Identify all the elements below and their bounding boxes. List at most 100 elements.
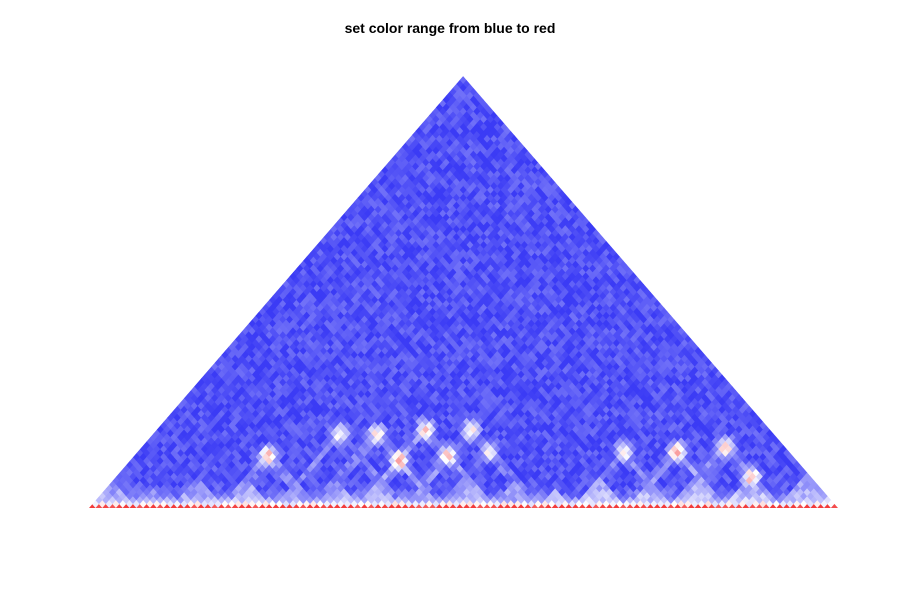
heatmap-cell bbox=[381, 213, 389, 222]
heatmap-cell bbox=[337, 397, 345, 407]
heatmap-cell bbox=[292, 370, 301, 379]
heatmap-cell bbox=[306, 354, 315, 364]
heatmap-cell bbox=[391, 240, 400, 250]
heatmap-cell bbox=[286, 275, 294, 285]
heatmap-cell bbox=[473, 130, 481, 140]
heatmap-cell bbox=[350, 366, 359, 375]
heatmap-cell bbox=[296, 287, 304, 297]
heatmap-cell bbox=[252, 346, 260, 356]
heatmap-cell bbox=[493, 209, 502, 218]
heatmap-cell bbox=[510, 260, 519, 269]
heatmap-cell bbox=[429, 275, 437, 285]
heatmap-cell bbox=[333, 370, 342, 379]
heatmap-cell bbox=[473, 185, 481, 195]
heatmap-cell bbox=[343, 217, 352, 226]
heatmap-cell bbox=[286, 425, 294, 434]
heatmap-cell bbox=[439, 114, 447, 124]
heatmap-cell bbox=[296, 491, 304, 501]
heatmap-cell bbox=[524, 205, 532, 214]
heatmap-cell bbox=[395, 268, 403, 277]
heatmap-cell bbox=[432, 169, 441, 179]
heatmap-cell bbox=[340, 401, 349, 411]
heatmap-cell bbox=[299, 370, 308, 379]
heatmap-cell bbox=[398, 319, 406, 328]
heatmap-cell bbox=[296, 381, 304, 391]
heatmap-cell bbox=[391, 366, 400, 375]
heatmap-cell bbox=[289, 413, 298, 422]
heatmap-cell bbox=[446, 217, 454, 226]
heatmap-cell bbox=[330, 366, 338, 375]
heatmap-cell bbox=[299, 291, 308, 301]
heatmap-cell bbox=[303, 421, 311, 430]
heatmap-cell bbox=[476, 95, 485, 104]
heatmap-cell bbox=[439, 154, 447, 163]
heatmap-cell bbox=[486, 193, 495, 203]
heatmap-cell bbox=[340, 346, 349, 356]
heatmap-cell bbox=[435, 315, 444, 324]
heatmap-cell bbox=[395, 299, 403, 309]
heatmap-cell bbox=[333, 236, 342, 246]
heatmap-cell bbox=[395, 244, 403, 254]
heatmap-cell bbox=[429, 236, 437, 246]
heatmap-cell bbox=[483, 268, 492, 277]
heatmap-cell bbox=[514, 193, 522, 203]
heatmap-cell bbox=[432, 177, 441, 187]
heatmap-cell bbox=[439, 334, 447, 344]
heatmap-cell bbox=[255, 460, 263, 470]
heatmap-cell bbox=[429, 299, 437, 309]
heatmap-cell bbox=[490, 181, 498, 191]
heatmap-cell bbox=[286, 346, 294, 356]
heatmap-cell bbox=[347, 417, 355, 426]
heatmap-cell bbox=[398, 342, 406, 352]
heatmap-cell bbox=[395, 307, 403, 316]
heatmap-cell bbox=[330, 397, 338, 407]
heatmap-cell bbox=[296, 358, 304, 367]
heatmap-cell bbox=[429, 283, 437, 293]
heatmap-cell bbox=[446, 303, 454, 312]
heatmap-cells bbox=[89, 76, 838, 508]
heatmap-cell bbox=[517, 189, 526, 199]
heatmap-cell bbox=[299, 433, 308, 442]
heatmap-cell bbox=[337, 350, 345, 360]
heatmap-cell bbox=[480, 169, 488, 179]
heatmap-cell bbox=[337, 468, 345, 477]
heatmap-cell bbox=[446, 122, 454, 132]
heatmap-cell bbox=[350, 240, 359, 250]
heatmap-cell bbox=[442, 189, 451, 199]
heatmap-cell bbox=[354, 228, 362, 238]
heatmap-cell bbox=[486, 248, 495, 258]
heatmap-cell bbox=[395, 393, 403, 403]
heatmap-cell bbox=[395, 330, 403, 340]
heatmap-cell bbox=[333, 378, 342, 387]
heatmap-cell bbox=[524, 220, 532, 230]
heatmap-cell bbox=[337, 272, 345, 281]
heatmap-cell bbox=[439, 272, 447, 281]
heatmap-cell bbox=[398, 366, 406, 375]
heatmap-cell bbox=[337, 279, 345, 289]
heatmap-cell bbox=[534, 193, 543, 203]
heatmap-cell bbox=[299, 440, 308, 450]
heatmap-cell bbox=[429, 323, 437, 332]
heatmap-cell bbox=[432, 114, 441, 124]
heatmap-cell bbox=[439, 311, 447, 320]
heatmap-cell bbox=[286, 299, 294, 309]
heatmap-cell bbox=[333, 464, 342, 474]
heatmap-cell bbox=[388, 409, 396, 419]
heatmap-cell bbox=[337, 374, 345, 383]
heatmap-cell bbox=[473, 279, 481, 289]
heatmap-cell bbox=[303, 491, 311, 501]
heatmap-cell bbox=[524, 213, 532, 222]
heatmap-cell bbox=[252, 323, 260, 332]
heatmap-cell bbox=[483, 118, 492, 128]
heatmap-cell bbox=[343, 358, 352, 367]
heatmap-cell bbox=[446, 240, 454, 250]
heatmap-cell bbox=[292, 393, 301, 403]
heatmap-cell bbox=[388, 385, 396, 395]
heatmap-cell bbox=[480, 130, 488, 140]
heatmap-cell bbox=[435, 307, 444, 316]
heatmap-cell bbox=[306, 495, 315, 505]
heatmap-cell bbox=[480, 193, 488, 203]
heatmap-cell bbox=[350, 295, 359, 305]
heatmap-cell bbox=[340, 338, 349, 348]
heatmap-cell bbox=[391, 162, 400, 171]
